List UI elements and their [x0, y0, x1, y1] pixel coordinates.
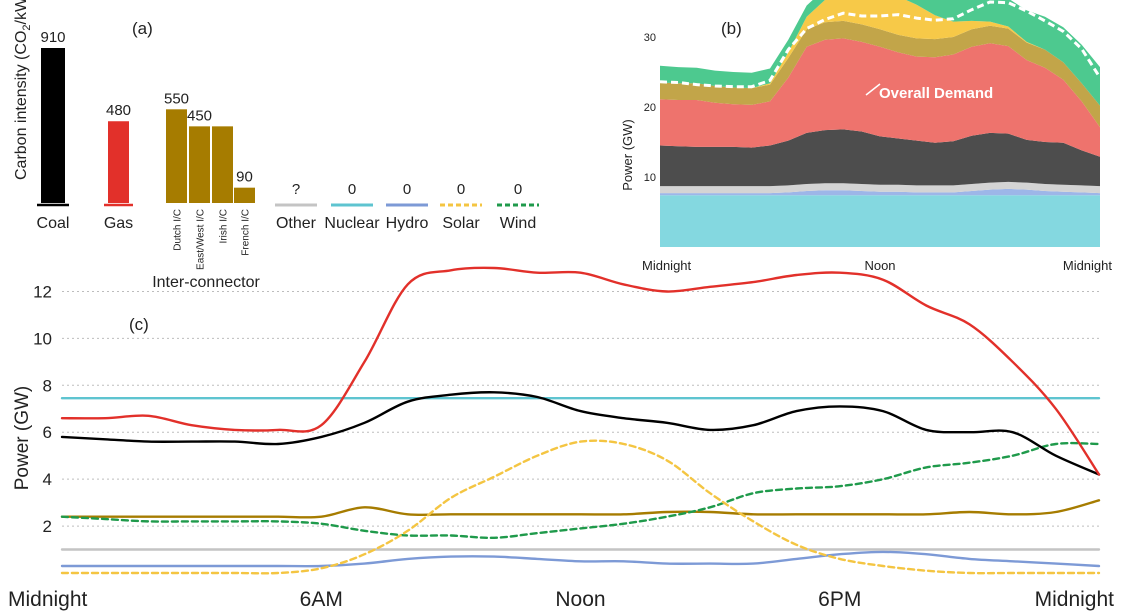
bar-dutch-i-c — [166, 109, 187, 203]
line-hydro — [60, 550, 1101, 568]
line-gas — [60, 266, 1101, 476]
line-chart-x-tick-label: 6PM — [818, 588, 861, 611]
panel-label-a: (a) — [132, 19, 153, 38]
line-chart-y-tick-label: 10 — [33, 329, 52, 348]
bar-value-label: 450 — [187, 107, 212, 124]
area-coal — [660, 129, 1100, 187]
area-hydro — [660, 188, 1100, 196]
bar-value-label: 910 — [40, 29, 65, 46]
bar-category-label: French I/C — [241, 209, 252, 256]
legend-label-hydro: Hydro — [386, 215, 429, 232]
line-chart-y-tick-label: 12 — [33, 282, 52, 301]
interconnector-group-label: Inter-connector — [152, 274, 260, 291]
area-chart-y-tick-label: 10 — [644, 172, 656, 184]
bar-category-label: Coal — [37, 215, 70, 232]
line-chart-x-tick-label: Midnight — [8, 588, 88, 611]
line-interconnector — [60, 499, 1101, 519]
area-nuclear — [660, 195, 1100, 247]
line-solar — [60, 439, 1101, 575]
bar-east-west-i-c — [189, 126, 210, 203]
area-chart-y-tick-label: 30 — [644, 32, 656, 44]
legend-label-nuclear: Nuclear — [324, 215, 380, 232]
line-chart-x-tick-label: Noon — [555, 588, 605, 611]
line-wind — [60, 441, 1101, 540]
area-interconnector — [660, 20, 1100, 128]
bar-value-label: 550 — [164, 90, 189, 107]
legend-value-label: ? — [292, 181, 300, 198]
panel-a-bar-chart: (a) Carbon intensity (CO2/kWh) 910 Coal 48… — [13, 0, 539, 291]
area-chart-x-tick-label: Midnight — [642, 258, 692, 273]
legend-label-other: Other — [276, 215, 317, 232]
area-chart-y-tick-label: 20 — [644, 102, 656, 114]
legend-label-solar: Solar — [442, 215, 480, 232]
bar-french-i-c — [234, 187, 255, 203]
panel-b-area-chart: (b) Power (GW) 10 20 30 Overall Demand Mid… — [620, 0, 1112, 273]
panel-c-line-chart: (c) Power (GW) 2 4 6 8 10 12 Midnight 6AM Noon 6… — [8, 266, 1115, 611]
panel-label-b: (b) — [721, 19, 742, 38]
line-chart-x-tick-label: Midnight — [1035, 588, 1115, 611]
legend-value-label: 0 — [348, 181, 356, 198]
bar-category-label: Gas — [104, 215, 133, 232]
line-chart-y-axis-label: Power (GW) — [12, 386, 33, 491]
bar-category-label: Irish I/C — [219, 209, 230, 243]
line-chart-y-tick-label: 4 — [43, 470, 52, 489]
bar-chart-y-axis-label: Carbon intensity (CO2/kWh) — [13, 0, 33, 180]
bar-value-label: 90 — [236, 169, 253, 186]
bar-value-label: 480 — [106, 102, 131, 119]
line-chart-x-tick-label: 6AM — [300, 588, 343, 611]
bar-category-label: East/West I/C — [196, 209, 207, 270]
area-gas — [660, 38, 1100, 157]
legend-label-wind: Wind — [500, 215, 536, 232]
bar-category-label: Dutch I/C — [173, 209, 184, 251]
area-chart-y-axis-label: Power (GW) — [620, 119, 635, 191]
line-chart-y-tick-label: 8 — [43, 376, 52, 395]
bar-gas — [108, 121, 129, 203]
overall-demand-annotation: Overall Demand — [879, 85, 993, 102]
area-other — [660, 181, 1100, 194]
line-chart-y-tick-label: 2 — [43, 517, 52, 536]
legend-value-label: 0 — [457, 181, 465, 198]
area-chart-x-tick-label: Midnight — [1063, 258, 1113, 273]
area-solar — [660, 0, 1100, 106]
area-chart-x-tick-label: Noon — [864, 258, 895, 273]
overall-demand-leader — [865, 83, 881, 96]
bar-coal — [41, 48, 65, 203]
legend-value-label: 0 — [403, 181, 411, 198]
panel-label-c: (c) — [129, 315, 149, 334]
legend-value-label: 0 — [514, 181, 522, 198]
line-chart-y-tick-label: 6 — [43, 423, 52, 442]
bar-irish-i-c — [212, 126, 233, 203]
line-coal — [60, 391, 1101, 476]
